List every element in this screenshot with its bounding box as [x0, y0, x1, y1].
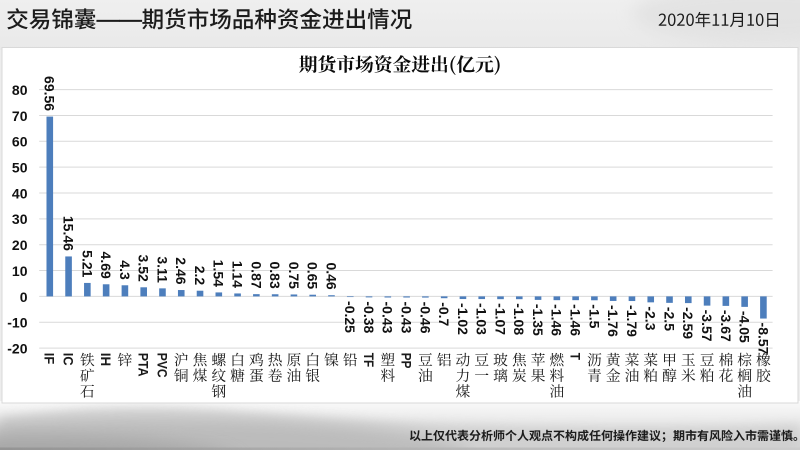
- svg-text:69.56: 69.56: [42, 76, 58, 111]
- svg-text:IF: IF: [42, 353, 57, 364]
- svg-text:50: 50: [12, 160, 28, 176]
- svg-text:1.54: 1.54: [211, 260, 227, 287]
- svg-text:30: 30: [12, 211, 28, 227]
- svg-text:-1.07: -1.07: [492, 303, 508, 335]
- svg-text:-0.25: -0.25: [342, 301, 358, 333]
- svg-text:-2.3: -2.3: [643, 306, 659, 330]
- svg-text:-10: -10: [7, 315, 27, 331]
- svg-text:-3.67: -3.67: [718, 310, 734, 342]
- svg-text:-0.7: -0.7: [436, 302, 452, 326]
- svg-text:-4.05: -4.05: [737, 311, 753, 343]
- svg-text:40: 40: [12, 185, 28, 201]
- svg-text:70: 70: [12, 108, 28, 124]
- svg-text:-2.5: -2.5: [661, 307, 677, 331]
- svg-text:PTA: PTA: [136, 353, 151, 377]
- svg-text:IH: IH: [98, 353, 113, 366]
- svg-text:0.75: 0.75: [286, 262, 302, 289]
- svg-text:T: T: [568, 353, 583, 361]
- svg-text:PVC: PVC: [154, 353, 169, 378]
- svg-text:0.46: 0.46: [323, 262, 339, 289]
- svg-text:2.2: 2.2: [192, 266, 208, 286]
- svg-text:2.46: 2.46: [173, 257, 189, 284]
- svg-text:-1.76: -1.76: [605, 305, 621, 337]
- svg-text:3.52: 3.52: [136, 255, 152, 282]
- svg-text:IC: IC: [60, 353, 75, 366]
- svg-text:-0.38: -0.38: [361, 301, 377, 333]
- svg-text:5.21: 5.21: [79, 250, 95, 277]
- svg-text:0: 0: [20, 289, 28, 305]
- svg-text:-1.03: -1.03: [474, 303, 490, 335]
- svg-text:-0.43: -0.43: [399, 302, 415, 334]
- svg-text:-1.46: -1.46: [549, 304, 565, 336]
- svg-text:15.46: 15.46: [60, 216, 76, 251]
- svg-text:PP: PP: [399, 353, 414, 369]
- svg-text:-1.46: -1.46: [568, 304, 584, 336]
- svg-text:1.14: 1.14: [229, 261, 245, 288]
- svg-text:-8.57: -8.57: [755, 323, 771, 355]
- svg-text:10: 10: [12, 263, 28, 279]
- svg-text:20: 20: [12, 237, 28, 253]
- svg-text:-1.35: -1.35: [530, 304, 546, 336]
- svg-text:60: 60: [12, 134, 28, 150]
- svg-text:-3.57: -3.57: [699, 310, 715, 342]
- svg-text:-1.79: -1.79: [624, 305, 640, 337]
- svg-text:0.87: 0.87: [248, 261, 264, 288]
- svg-text:-2.59: -2.59: [680, 307, 696, 339]
- svg-text:4.3: 4.3: [117, 260, 133, 280]
- svg-text:-0.43: -0.43: [380, 302, 396, 334]
- svg-text:0.65: 0.65: [305, 262, 321, 289]
- svg-text:80: 80: [12, 82, 28, 98]
- svg-text:-1.02: -1.02: [455, 303, 471, 335]
- svg-text:-1.5: -1.5: [586, 304, 602, 328]
- svg-text:-20: -20: [7, 341, 27, 357]
- svg-text:-0.46: -0.46: [417, 302, 433, 334]
- svg-text:TF: TF: [361, 353, 376, 367]
- svg-text:-1.08: -1.08: [511, 303, 527, 335]
- svg-text:4.69: 4.69: [98, 252, 114, 279]
- svg-text:0.83: 0.83: [267, 262, 283, 289]
- svg-text:3.11: 3.11: [154, 256, 170, 283]
